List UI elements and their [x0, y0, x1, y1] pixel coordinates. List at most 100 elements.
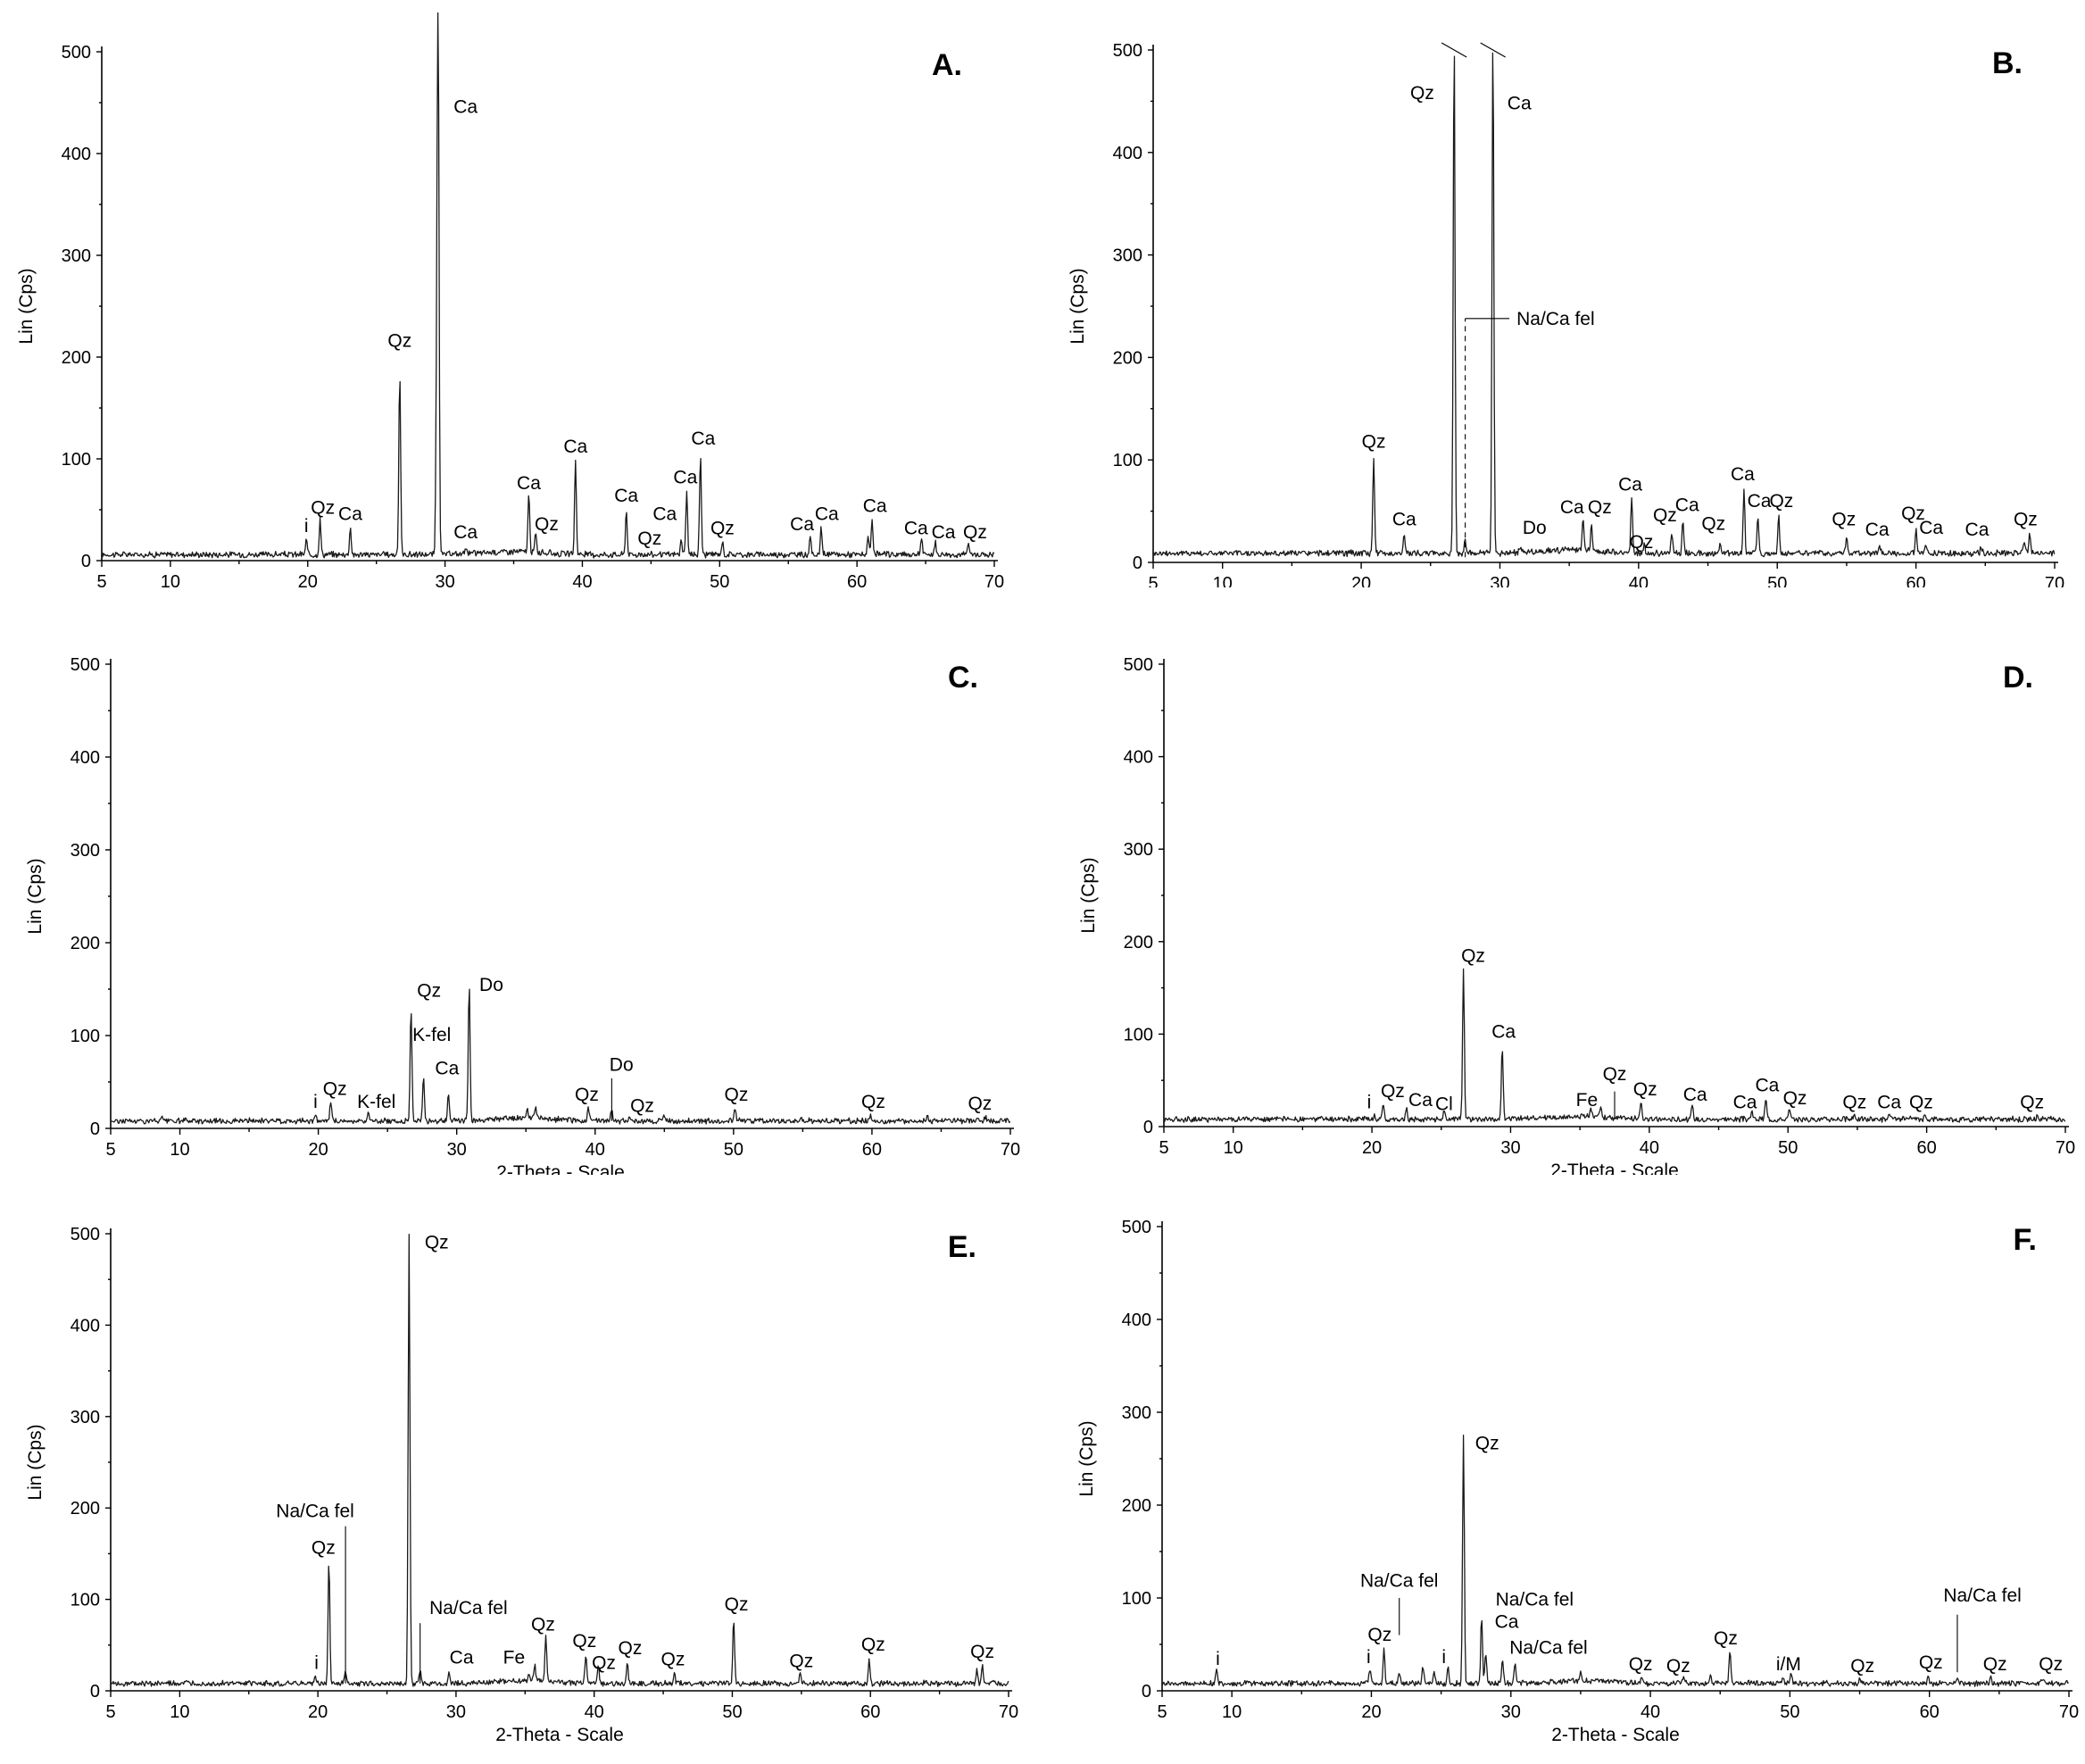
x-tick-label: 50 [710, 572, 729, 587]
x-axis-title: 2-Theta - Scale [495, 1725, 624, 1745]
peak-label: i [313, 1092, 318, 1112]
y-tick-label: 300 [1113, 246, 1142, 266]
peak-label: Qz [1629, 1654, 1653, 1675]
x-tick-label: 20 [1351, 574, 1371, 587]
y-tick-label: 500 [1122, 1218, 1151, 1237]
peak-label: Ca [1491, 1022, 1516, 1043]
y-tick-label: 200 [62, 348, 91, 368]
peak-label: Qz [387, 331, 411, 352]
peak-label: Fe [503, 1647, 526, 1668]
panel-letter: F. [2014, 1223, 2037, 1257]
peak-label: i [1216, 1649, 1220, 1669]
xrd-panel: 0 100 200 300 400 500 5 10 20 30 40 50 60 70 2-Theta -… [0, 587, 1042, 1175]
x-tick-label: 40 [586, 1140, 605, 1160]
x-tick-label: 20 [298, 572, 318, 587]
peak-label: Ca [338, 503, 362, 524]
peak-label: Qz [1850, 1656, 1874, 1677]
peak-label: Qz [575, 1085, 599, 1105]
y-tick-label: 200 [71, 934, 100, 953]
diffraction-trace [111, 988, 1011, 1125]
peak-label: Qz [1842, 1092, 1866, 1112]
x-tick-label: 60 [847, 572, 867, 587]
peak-label: Ca [1508, 94, 1532, 114]
peak-label: Ca [1731, 464, 1755, 485]
peak-label: Qz [660, 1649, 685, 1669]
y-tick-label: 300 [1124, 840, 1153, 860]
x-axis-title: 2-Theta - Scale [1551, 1725, 1680, 1745]
peak-label: Qz [592, 1652, 616, 1673]
y-tick-label: 100 [62, 450, 91, 470]
y-tick-label: 200 [1122, 1496, 1151, 1516]
peak-label: Ca [932, 522, 956, 543]
peak-label: Na/Ca fel [1943, 1585, 2022, 1606]
x-tick-label: 20 [1362, 1138, 1382, 1158]
peak-label: Na/Ca fel [276, 1501, 354, 1521]
y-tick-label: 0 [90, 1119, 100, 1139]
x-tick-label: 60 [1920, 1702, 1940, 1722]
x-tick-label: 5 [1157, 1702, 1167, 1722]
peak-label: Ca [563, 437, 587, 457]
peak-label: Qz [1461, 946, 1485, 967]
peak-label: Ca [1392, 510, 1416, 530]
peak-label: Qz [1367, 1625, 1391, 1645]
y-tick-label: 100 [71, 1027, 100, 1046]
x-tick-label: 50 [724, 1140, 743, 1160]
x-tick-label: 60 [1906, 574, 1925, 587]
xrd-chart: 0 100 200 300 400 500 5 10 20 30 40 50 60 70 2-Theta -… [25, 655, 1020, 1175]
y-tick-label: 100 [1122, 1589, 1151, 1609]
peak-label: Ca [1865, 520, 1890, 540]
peak-label: Qz [1783, 1088, 1807, 1109]
y-tick-label: 0 [90, 1682, 100, 1702]
peak-label: Qz [312, 1537, 336, 1558]
peak-label: i [1367, 1092, 1372, 1112]
peak-label: Do [1523, 518, 1547, 538]
peak-label: Qz [1588, 497, 1612, 518]
x-tick-label: 50 [1780, 1702, 1799, 1722]
peak-label: Qz [789, 1651, 813, 1671]
peak-label: Ca [904, 518, 928, 538]
x-axis-title: 2-Theta - Scale [1550, 1161, 1679, 1175]
x-tick-label: 60 [862, 1140, 882, 1160]
peak-label: Qz [637, 528, 661, 549]
y-tick-label: 500 [62, 43, 91, 62]
y-tick-label: 300 [62, 246, 91, 266]
peak-label: Qz [1653, 505, 1677, 526]
peak-label: Qz [725, 1594, 749, 1615]
y-axis-title: Lin (Cps) [25, 858, 46, 934]
peak-label: Ca [453, 96, 478, 117]
x-tick-label: 60 [1916, 1138, 1936, 1158]
y-axis-title: Lin (Cps) [1076, 1420, 1097, 1496]
peak-break-mark [1441, 42, 1467, 58]
y-tick-label: 500 [71, 655, 100, 675]
y-tick-label: 100 [71, 1591, 100, 1610]
peak-label: Ca [435, 1059, 459, 1079]
x-tick-label: 30 [446, 1702, 466, 1722]
x-tick-label: 40 [572, 572, 592, 587]
peak-label: Qz [1666, 1656, 1690, 1677]
y-tick-label: 400 [71, 748, 100, 768]
x-tick-label: 70 [2045, 574, 2064, 587]
x-tick-label: 10 [161, 572, 180, 587]
y-tick-label: 200 [71, 1499, 100, 1519]
y-tick-label: 300 [71, 841, 100, 861]
peak-label: Qz [1901, 503, 1925, 524]
x-tick-label: 10 [1213, 574, 1233, 587]
peak-label: Qz [531, 1614, 555, 1635]
peak-label: Cl [1435, 1094, 1453, 1114]
y-axis-title: Lin (Cps) [1067, 268, 1088, 344]
peak-label: Qz [1919, 1652, 1943, 1673]
peak-label: Na/Ca fel [429, 1598, 508, 1618]
x-tick-label: 30 [1500, 1138, 1520, 1158]
x-tick-label: 70 [984, 572, 1004, 587]
peak-label: Ca [815, 503, 839, 524]
x-tick-label: 20 [308, 1702, 328, 1722]
peak-label: Qz [1769, 491, 1793, 512]
peak-label: Ca [1408, 1090, 1433, 1111]
x-tick-label: 70 [999, 1702, 1018, 1722]
xrd-panel: 0 100 200 300 400 500 5 10 20 30 40 50 60 70 2-Theta -… [0, 1175, 1042, 1762]
peak-label: Ca [673, 467, 697, 487]
x-tick-label: 10 [1222, 1702, 1242, 1722]
peak-label: Ca [863, 495, 887, 516]
peak-label: Qz [425, 1232, 449, 1252]
